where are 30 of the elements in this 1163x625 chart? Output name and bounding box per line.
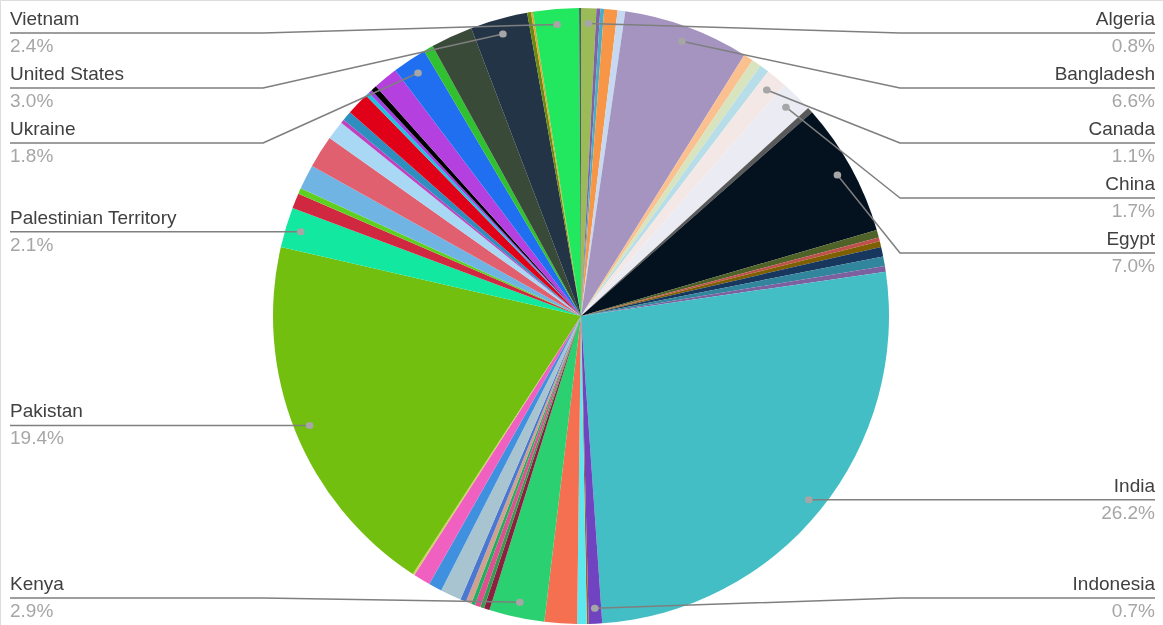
data-label: 2.1% [10,233,54,255]
data-label: 2.4% [10,35,54,56]
slice-label: Egypt [1106,228,1156,249]
slice-label: United States [10,63,125,84]
data-label: 3.0% [10,90,54,111]
data-label: 1.1% [1111,145,1156,166]
slice-label: Pakistan [10,400,83,422]
pie-slice [273,246,581,574]
data-label: 1.8% [10,145,54,166]
slice-label: China [1105,173,1156,194]
data-label: 19.4% [10,427,64,449]
data-label: 0.7% [1111,600,1156,621]
data-label: 0.8% [1111,35,1156,56]
slice-label: Ukraine [10,118,76,139]
pie-slice [581,11,745,316]
data-label: 26.2% [1101,501,1156,523]
slice-label: Palestinian Territory [10,206,177,228]
data-label: 2.9% [10,600,54,621]
slice-label: Indonesia [1072,573,1156,594]
slice-label: Bangladesh [1054,63,1155,84]
data-label: 1.7% [1111,200,1156,221]
pie-slice [581,271,889,624]
slice-label: India [1113,474,1156,496]
data-label: 6.6% [1111,90,1156,111]
data-label: 7.0% [1111,255,1156,276]
slice-label: Vietnam [10,8,80,29]
slice-label: Kenya [10,573,65,594]
pie-slice [581,112,877,316]
slice-label: Algeria [1095,8,1156,29]
slice-label: Canada [1088,118,1156,139]
